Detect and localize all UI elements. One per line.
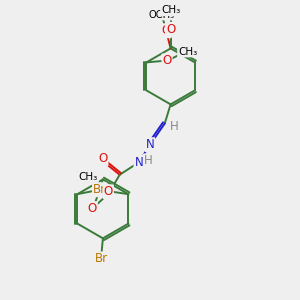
Text: H: H	[170, 120, 178, 133]
Text: N: N	[134, 156, 143, 169]
Text: CH₃: CH₃	[79, 172, 98, 182]
Text: O: O	[98, 152, 107, 165]
Text: O: O	[88, 202, 97, 215]
Text: CH₃: CH₃	[161, 5, 180, 15]
Text: Br: Br	[95, 252, 108, 266]
Text: O: O	[166, 23, 175, 36]
Text: N: N	[146, 138, 154, 151]
Text: O: O	[162, 54, 172, 68]
Text: O: O	[162, 24, 171, 37]
Text: CH₃: CH₃	[178, 46, 197, 56]
Text: H: H	[144, 154, 153, 167]
Text: OCH₃: OCH₃	[149, 10, 175, 20]
Text: O: O	[104, 185, 113, 198]
Text: Br: Br	[93, 183, 106, 196]
